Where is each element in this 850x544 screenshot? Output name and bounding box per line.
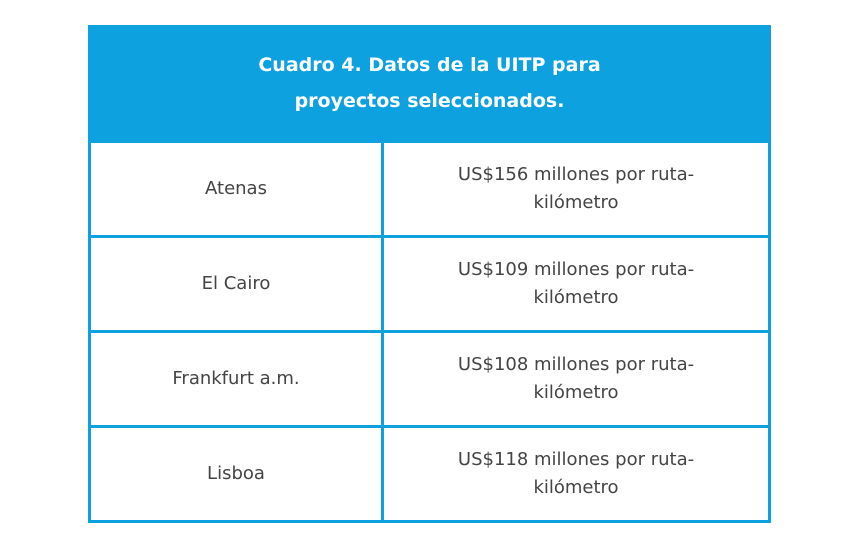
city-name: Lisboa: [207, 463, 265, 484]
cost-text: US$108 millones por ruta-kilómetro: [457, 354, 695, 403]
table-cell: Lisboa: [91, 428, 384, 520]
table-cell: US$108 millones por ruta-kilómetro: [384, 333, 768, 425]
table-cell: Atenas: [91, 143, 384, 235]
table-cell: El Cairo: [91, 238, 384, 330]
table-body: Atenas US$156 millones por ruta-kilómetro…: [91, 140, 768, 520]
table-header: Cuadro 4. Datos de la UITP para proyecto…: [91, 25, 768, 140]
table-row: El Cairo US$109 millones por ruta-kilómet…: [91, 235, 768, 330]
table-cell: US$118 millones por ruta-kilómetro: [384, 428, 768, 520]
city-name: El Cairo: [201, 273, 271, 294]
table-row: Atenas US$156 millones por ruta-kilómetro: [91, 140, 768, 235]
table: Cuadro 4. Datos de la UITP para proyecto…: [88, 25, 771, 523]
table-cell: US$156 millones por ruta-kilómetro: [384, 143, 768, 235]
table-cell: Frankfurt a.m.: [91, 333, 384, 425]
cost-text: US$109 millones por ruta-kilómetro: [457, 259, 695, 308]
city-name: Atenas: [205, 178, 267, 199]
city-name: Frankfurt a.m.: [172, 368, 300, 389]
table-title: Cuadro 4. Datos de la UITP para proyecto…: [258, 53, 601, 112]
cost-text: US$156 millones por ruta-kilómetro: [457, 164, 695, 213]
table-row: Frankfurt a.m. US$108 millones por ruta-k…: [91, 330, 768, 425]
table-cell: US$109 millones por ruta-kilómetro: [384, 238, 768, 330]
table-row: Lisboa US$118 millones por ruta-kilómetro: [91, 425, 768, 520]
cost-text: US$118 millones por ruta-kilómetro: [457, 449, 695, 498]
